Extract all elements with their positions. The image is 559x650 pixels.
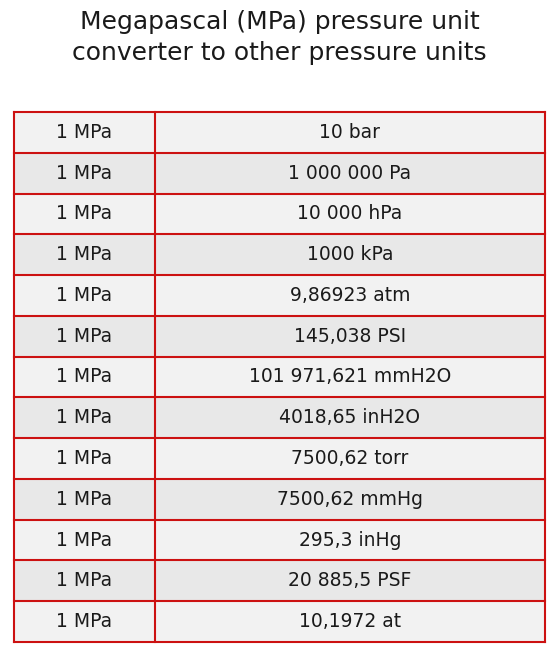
Bar bbox=[14, 153, 155, 194]
Text: 1 MPa: 1 MPa bbox=[56, 571, 112, 590]
Text: 10,1972 at: 10,1972 at bbox=[299, 612, 401, 631]
Bar bbox=[155, 112, 545, 153]
Text: 1 MPa: 1 MPa bbox=[56, 530, 112, 550]
Bar bbox=[14, 275, 155, 316]
Bar bbox=[14, 234, 155, 275]
Bar bbox=[14, 112, 155, 153]
Bar bbox=[14, 397, 155, 438]
Text: 1 MPa: 1 MPa bbox=[56, 164, 112, 183]
Text: 1 MPa: 1 MPa bbox=[56, 408, 112, 427]
Bar bbox=[155, 357, 545, 397]
Text: 10 000 hPa: 10 000 hPa bbox=[297, 204, 402, 224]
Bar bbox=[14, 194, 155, 234]
Text: 1 MPa: 1 MPa bbox=[56, 245, 112, 264]
Text: 7500,62 torr: 7500,62 torr bbox=[291, 449, 409, 468]
Text: 1 MPa: 1 MPa bbox=[56, 327, 112, 346]
Bar bbox=[155, 438, 545, 479]
Text: 1 MPa: 1 MPa bbox=[56, 204, 112, 224]
Text: 10 bar: 10 bar bbox=[319, 123, 380, 142]
Bar bbox=[14, 438, 155, 479]
Bar bbox=[155, 397, 545, 438]
Text: 1 MPa: 1 MPa bbox=[56, 449, 112, 468]
Bar bbox=[155, 194, 545, 234]
Text: 145,038 PSI: 145,038 PSI bbox=[294, 327, 406, 346]
Text: 1 MPa: 1 MPa bbox=[56, 367, 112, 387]
Bar bbox=[155, 479, 545, 520]
Text: 295,3 inHg: 295,3 inHg bbox=[299, 530, 401, 550]
Text: 9,86923 atm: 9,86923 atm bbox=[290, 286, 410, 305]
Text: 20 885,5 PSF: 20 885,5 PSF bbox=[288, 571, 411, 590]
Bar bbox=[14, 520, 155, 560]
Text: 1000 kPa: 1000 kPa bbox=[306, 245, 393, 264]
Bar bbox=[14, 479, 155, 520]
Bar bbox=[14, 316, 155, 357]
Bar bbox=[155, 560, 545, 601]
Bar bbox=[14, 560, 155, 601]
Bar bbox=[155, 316, 545, 357]
Text: 7500,62 mmHg: 7500,62 mmHg bbox=[277, 490, 423, 509]
Bar bbox=[155, 601, 545, 642]
Text: 1 MPa: 1 MPa bbox=[56, 123, 112, 142]
Bar bbox=[155, 520, 545, 560]
Bar bbox=[155, 234, 545, 275]
Bar bbox=[155, 275, 545, 316]
Text: 1 MPa: 1 MPa bbox=[56, 612, 112, 631]
Bar bbox=[14, 357, 155, 397]
Text: 1 000 000 Pa: 1 000 000 Pa bbox=[288, 164, 411, 183]
Bar bbox=[155, 153, 545, 194]
Text: Megapascal (MPa) pressure unit
converter to other pressure units: Megapascal (MPa) pressure unit converter… bbox=[72, 10, 487, 64]
Text: 1 MPa: 1 MPa bbox=[56, 286, 112, 305]
Text: 1 MPa: 1 MPa bbox=[56, 490, 112, 509]
Text: 4018,65 inH2O: 4018,65 inH2O bbox=[280, 408, 420, 427]
Text: 101 971,621 mmH2O: 101 971,621 mmH2O bbox=[249, 367, 451, 387]
Bar bbox=[14, 601, 155, 642]
